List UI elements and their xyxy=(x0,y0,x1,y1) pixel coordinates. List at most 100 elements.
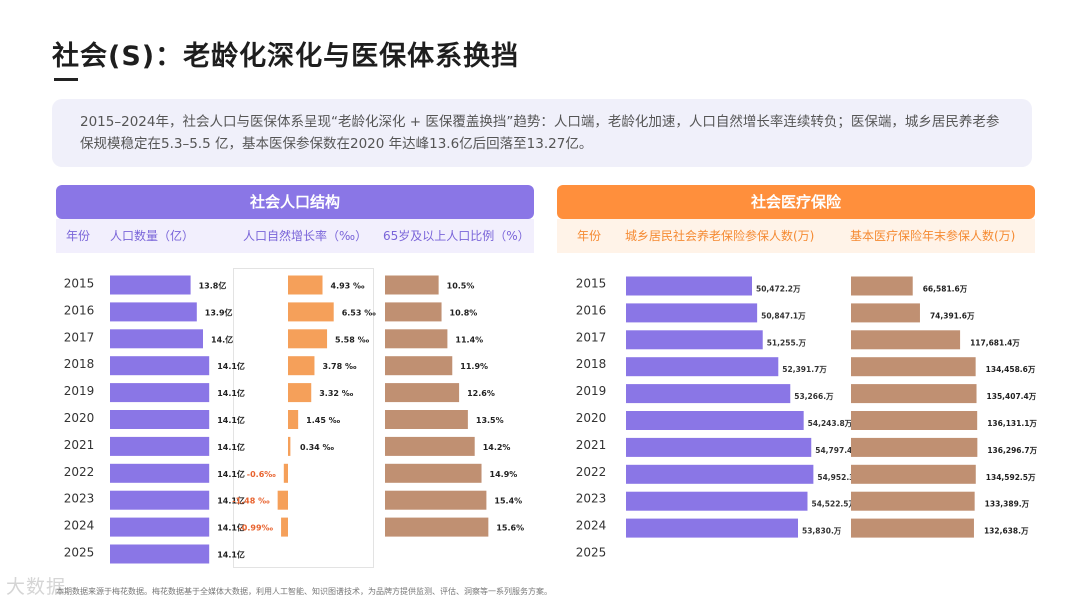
year-label-left: 2021 xyxy=(64,438,95,452)
medical-bar xyxy=(851,357,976,377)
aged-ratio-value-label: 14.2% xyxy=(483,443,511,452)
medical-bar xyxy=(851,518,974,538)
growth-rate-bar xyxy=(288,302,334,322)
medical-value-label: 117,681.4万 xyxy=(970,338,1020,347)
growth-rate-value-label: 4.93 ‰ xyxy=(331,282,366,291)
pension-bar xyxy=(626,357,779,377)
pension-bar xyxy=(626,411,804,430)
aged-ratio-value-label: 10.5% xyxy=(447,282,475,291)
growth-rate-value-label: 0.34 ‰ xyxy=(300,443,335,452)
year-label-right: 2015 xyxy=(576,277,607,291)
pension-value-label: 54,522.5万 xyxy=(811,500,856,509)
population-value-label: 14.1亿 xyxy=(217,550,245,560)
year-label-right: 2020 xyxy=(576,411,607,425)
population-value-label: 14.1亿 xyxy=(217,469,245,479)
footer-note: 本期数据来源于梅花数据。梅花数据基于全媒体大数据，利用人工智能、知识图谱技术，为… xyxy=(56,587,552,596)
aged-ratio-bar xyxy=(385,490,487,510)
pension-bar xyxy=(626,437,812,457)
aged-ratio-value-label: 11.9% xyxy=(460,362,488,371)
growth-rate-value-label: 1.45 ‰ xyxy=(306,416,341,425)
growth-rate-bar xyxy=(288,383,312,403)
medical-bar xyxy=(851,384,977,404)
growth-rate-bar xyxy=(281,517,288,537)
aged-ratio-bar xyxy=(385,436,475,456)
pension-value-label: 52,391.7万 xyxy=(782,365,827,374)
medical-value-label: 74,391.6万 xyxy=(930,311,975,320)
pension-bar xyxy=(626,330,763,350)
aged-ratio-value-label: 11.4% xyxy=(455,335,483,344)
year-label-right: 2016 xyxy=(576,303,607,317)
population-bar xyxy=(110,329,203,349)
growth-rate-bar xyxy=(288,275,323,295)
summary-text: 2015–2024年，社会人口与医保体系呈现“老龄化深化 + 医保覆盖换挡”趋势… xyxy=(80,114,1000,152)
population-bar xyxy=(110,517,210,537)
page-title: 社会(S)：老龄化深化与医保体系换挡 xyxy=(52,41,520,72)
population-value-label: 14.1亿 xyxy=(217,388,245,398)
growth-rate-value-label: -0.99‰ xyxy=(238,524,273,533)
pension-value-label: 50,472.2万 xyxy=(756,285,801,294)
pension-value-label: 53,830.万 xyxy=(802,527,842,536)
year-label-right: 2023 xyxy=(576,492,607,506)
population-bar xyxy=(110,463,210,483)
left-panel-title: 社会人口结构 xyxy=(56,185,534,219)
header-year-right: 年份 xyxy=(577,229,602,243)
pension-value-label: 54,952.3万 xyxy=(817,473,862,482)
aged-ratio-bar xyxy=(385,517,489,537)
medical-bar xyxy=(851,330,961,350)
year-label-left: 2023 xyxy=(64,492,95,506)
aged-ratio-bar xyxy=(385,383,460,403)
aged-ratio-value-label: 15.4% xyxy=(494,497,522,506)
growth-rate-bar xyxy=(283,463,288,483)
medical-value-label: 136,131.1万 xyxy=(987,419,1037,428)
medical-value-label: 135,407.4万 xyxy=(987,392,1037,401)
year-label-left: 2018 xyxy=(64,357,95,371)
medical-value-label: 134,592.5万 xyxy=(986,473,1036,482)
aged-ratio-bar xyxy=(385,356,453,376)
medical-bar xyxy=(851,276,913,296)
aged-ratio-bar xyxy=(385,302,442,322)
header-aged-ratio: 65岁及以上人口比例（%） xyxy=(383,229,530,243)
pension-value-label: 53,266.万 xyxy=(794,392,834,401)
watermark-logo: 大数据 xyxy=(6,576,67,598)
pension-value-label: 54,797.4万 xyxy=(815,446,860,455)
pension-value-label: 50,847.1万 xyxy=(761,311,806,320)
aged-ratio-bar xyxy=(385,275,439,295)
population-bar xyxy=(110,383,210,403)
title-underline xyxy=(54,78,78,81)
growth-rate-value-label: 6.53 ‰ xyxy=(342,308,377,317)
aged-ratio-value-label: 14.9% xyxy=(490,470,518,479)
header-population: 人口数量（亿） xyxy=(110,229,195,243)
aged-ratio-value-label: 12.6% xyxy=(467,389,495,398)
growth-rate-value-label: -0.6‰ xyxy=(247,470,276,479)
aged-ratio-value-label: 15.6% xyxy=(496,524,524,533)
aged-ratio-value-label: 13.5% xyxy=(476,416,504,425)
year-label-right: 2019 xyxy=(576,384,607,398)
medical-bar xyxy=(851,464,976,484)
growth-rate-value-label: -1.48 ‰ xyxy=(232,497,270,506)
pension-bar xyxy=(626,384,791,404)
year-label-right: 2025 xyxy=(576,546,607,560)
population-bar xyxy=(110,356,210,376)
aged-ratio-bar xyxy=(385,410,468,429)
year-label-left: 2020 xyxy=(64,411,95,425)
year-label-left: 2015 xyxy=(64,277,95,291)
population-value-label: 14.1亿 xyxy=(217,415,245,425)
growth-rate-value-label: 3.78 ‰ xyxy=(322,362,357,371)
year-label-right: 2022 xyxy=(576,465,607,479)
medical-value-label: 132,638.万 xyxy=(984,527,1029,536)
pension-bar xyxy=(626,518,799,538)
header-pension: 城乡居民社会养老保险参保人数(万) xyxy=(625,229,815,243)
right-panel-header-row: 年份 城乡居民社会养老保险参保人数(万) 基本医疗保险年末参保人数(万) xyxy=(557,219,1035,253)
year-label-left: 2017 xyxy=(64,330,95,344)
pension-value-label: 54,243.8万 xyxy=(808,419,853,428)
growth-rate-value-label: 5.58 ‰ xyxy=(335,335,370,344)
pension-bar xyxy=(626,464,814,484)
right-panel-title: 社会医疗保险 xyxy=(557,185,1035,219)
medical-bar xyxy=(851,491,975,511)
medical-value-label: 134,458.6万 xyxy=(986,365,1036,374)
year-label-left: 2024 xyxy=(64,519,95,533)
population-bar xyxy=(110,544,210,564)
year-label-right: 2018 xyxy=(576,357,607,371)
aged-ratio-bar xyxy=(385,329,448,349)
